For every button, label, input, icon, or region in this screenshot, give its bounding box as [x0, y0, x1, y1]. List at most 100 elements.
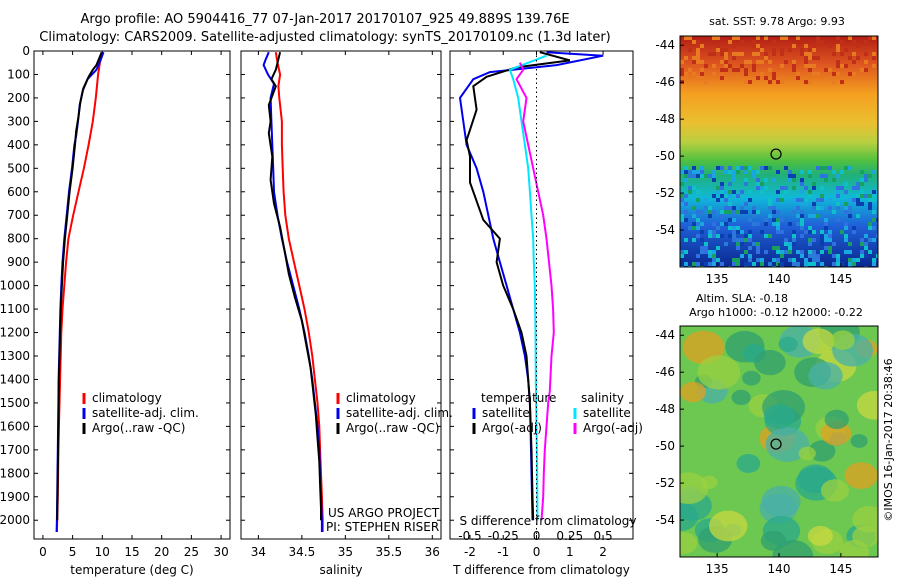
depth-tick-label: 1800	[0, 466, 30, 480]
sla-eddy	[798, 446, 816, 461]
sst-pixel	[868, 194, 872, 198]
sst-pixel	[812, 262, 816, 266]
sst-pixel	[696, 222, 700, 226]
sst-pixel	[816, 166, 820, 170]
sst-pixel	[716, 36, 720, 40]
sst-pixel	[732, 210, 736, 214]
sst-pixel	[784, 250, 788, 254]
sst-pixel	[832, 170, 836, 174]
difference-series-t-argo-adj-	[465, 51, 571, 521]
salinity-legend-label: climatology	[346, 391, 416, 405]
sst-pixel	[804, 64, 808, 68]
sst-pixel	[736, 166, 740, 170]
depth-tick-label: 1100	[0, 302, 30, 316]
sst-pixel	[776, 222, 780, 226]
sst-pixel	[696, 262, 700, 266]
sla-eddy	[856, 390, 878, 420]
sst-pixel	[796, 36, 800, 40]
sst-pixel	[800, 48, 804, 52]
sst-pixel	[724, 242, 728, 246]
sst-pixel	[876, 254, 878, 258]
sst-pixel	[740, 242, 744, 246]
sla-map-title: Altim. SLA: -0.18	[696, 292, 788, 305]
sst-pixel	[840, 52, 844, 56]
sst-pixel	[792, 68, 796, 72]
sst-pixel	[840, 80, 844, 84]
sla_map-xtick-label: 140	[768, 562, 791, 576]
sst-pixel	[796, 222, 800, 226]
sst-pixel	[728, 190, 732, 194]
sla-eddy	[736, 454, 761, 474]
sst-pixel	[852, 40, 856, 44]
s-diff-tick-label: 0.25	[556, 529, 583, 543]
sst-pixel	[716, 166, 720, 170]
sst-pixel	[876, 258, 878, 262]
sst-pixel	[796, 206, 800, 210]
sst-pixel	[704, 262, 708, 266]
sst-pixel	[852, 72, 856, 76]
sst-pixel	[732, 258, 736, 262]
sst-pixel	[808, 226, 812, 230]
sst-pixel	[792, 234, 796, 238]
sst-pixel	[720, 262, 724, 266]
sst-pixel	[792, 258, 796, 262]
sst-pixel	[808, 238, 812, 242]
sst-pixel	[828, 238, 832, 242]
sst-pixel	[736, 210, 740, 214]
sst-pixel	[692, 60, 696, 64]
sst-pixel	[716, 44, 720, 48]
sst-pixel	[696, 218, 700, 222]
sst-pixel	[848, 258, 852, 262]
sst-pixel	[808, 64, 812, 68]
temperature-legend-label: climatology	[92, 391, 162, 405]
sst-pixel	[836, 194, 840, 198]
sst-pixel	[804, 52, 808, 56]
depth-tick-label: 1900	[0, 490, 30, 504]
sst-pixel	[752, 242, 756, 246]
sst-pixel	[768, 262, 772, 266]
depth-tick-label: 300	[7, 114, 30, 128]
sst-pixel	[748, 246, 752, 250]
sst-pixel	[848, 210, 852, 214]
sst-pixel	[728, 182, 732, 186]
sst-pixel	[764, 250, 768, 254]
sst-pixel	[844, 202, 848, 206]
sst-pixel	[740, 254, 744, 258]
sst-pixel	[688, 170, 692, 174]
sst-pixel	[680, 68, 684, 72]
sst-pixel	[780, 36, 784, 40]
sst-pixel	[848, 242, 852, 246]
sst-pixel	[720, 182, 724, 186]
sla-eddy	[680, 532, 698, 554]
temperature-panel: 0 5 10 15 20 25 300100200300400500600700800900…	[0, 44, 231, 577]
sst-pixel	[852, 258, 856, 262]
sst-pixel	[692, 170, 696, 174]
temperature-xtick-label: 25	[184, 545, 199, 559]
sst-pixel	[704, 174, 708, 178]
sst-pixel	[788, 178, 792, 182]
temperature-series-argo-raw-qc-	[56, 51, 103, 521]
sst-pixel	[812, 48, 816, 52]
sst-pixel	[684, 170, 688, 174]
sst-pixel	[872, 52, 876, 56]
sst-pixel	[840, 262, 844, 266]
sst-pixel	[772, 72, 776, 76]
sst-pixel	[800, 52, 804, 56]
sst-pixel	[860, 254, 864, 258]
sst-pixel	[740, 230, 744, 234]
sst-pixel	[708, 262, 712, 266]
sst-pixel	[708, 214, 712, 218]
sst-pixel	[772, 218, 776, 222]
sst-pixel	[816, 214, 820, 218]
sst-pixel	[692, 166, 696, 170]
sst-pixel	[680, 72, 684, 76]
sst-pixel	[800, 218, 804, 222]
s-diff-tick-label: 0	[533, 529, 541, 543]
s-diff-tick-label: -0.5	[458, 529, 481, 543]
sst-pixel	[860, 68, 864, 72]
sst-pixel	[868, 198, 872, 202]
sst-pixel	[844, 166, 848, 170]
sst-pixel	[688, 174, 692, 178]
sst-pixel	[872, 56, 876, 60]
